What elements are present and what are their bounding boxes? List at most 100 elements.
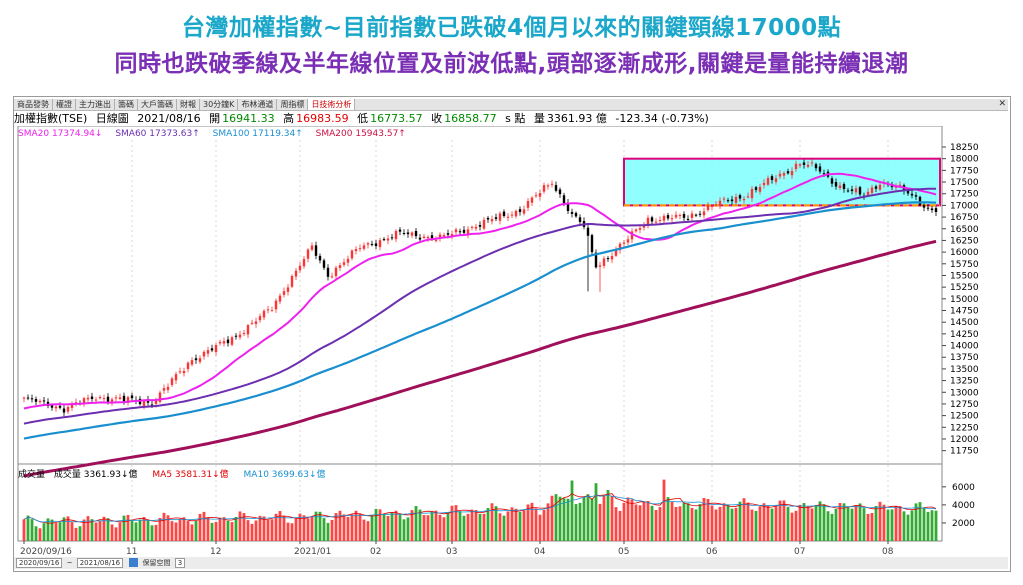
volume-label: 量 [533, 112, 545, 125]
volume-bar [278, 511, 282, 541]
tab-7[interactable]: 30分鐘K [200, 99, 239, 110]
candle-body [286, 287, 290, 292]
open-value: 16941.33 [222, 112, 275, 125]
volume-bar [714, 509, 718, 541]
y-tick-label: 14000 [950, 342, 979, 352]
volume-bar [474, 510, 478, 541]
close-icon[interactable]: ✕ [998, 99, 1006, 109]
volume-bar [218, 517, 222, 541]
volume-bar [910, 510, 914, 541]
volume-bar [126, 514, 130, 541]
candle-body [362, 245, 366, 249]
period-label: 日線圖 [95, 112, 129, 125]
y-tick-label: 13000 [950, 388, 979, 398]
volume-bar [818, 501, 822, 541]
volume-bar [498, 513, 502, 541]
candle-body [542, 185, 546, 192]
volume-bar [342, 514, 346, 541]
tab-1[interactable]: 商品發勢 [14, 99, 53, 110]
volume-bar [854, 505, 858, 541]
candle-body [282, 291, 286, 295]
tab-4[interactable]: 籌碼 [115, 99, 138, 110]
y-tick-label: 12000 [950, 435, 979, 445]
candle-body [470, 226, 474, 228]
volume-bar [438, 514, 442, 541]
candle-body [666, 215, 670, 219]
y-tick-label: 12750 [950, 400, 979, 410]
volume-bar [802, 503, 806, 541]
candle-body [390, 237, 394, 239]
volume-bar [786, 507, 790, 541]
candle-body [246, 325, 250, 335]
volume-bar [506, 511, 510, 541]
candle-body [810, 162, 814, 164]
candle-body [474, 226, 478, 229]
candle-body [250, 322, 254, 324]
candle-body [226, 339, 230, 344]
y-tick-label: 13750 [950, 353, 979, 363]
tab-10[interactable]: 日技術分析 [308, 99, 356, 110]
candle-body [290, 275, 294, 287]
candle-body [70, 403, 74, 408]
end-date-input[interactable]: 2021/08/16 [76, 558, 124, 568]
volume-bar [870, 512, 874, 541]
volume-bar [142, 517, 146, 541]
volume-bar [838, 503, 842, 541]
candle-body [694, 214, 698, 216]
volume-bar [486, 507, 490, 541]
volume-bar [262, 516, 266, 541]
candle-body [218, 341, 222, 344]
volume-bar [274, 513, 278, 541]
volume-bar [482, 513, 486, 541]
candle-body [398, 229, 402, 232]
volume-bar [574, 504, 578, 541]
reserve-space-input[interactable]: 3 [174, 558, 186, 568]
tab-5[interactable]: 大戶籌碼 [138, 99, 177, 110]
tab-6[interactable]: 財報 [177, 99, 200, 110]
volume-bar [206, 517, 210, 541]
candle-body [766, 178, 770, 185]
volume-bar [186, 521, 190, 541]
candle-body [458, 231, 462, 233]
volume-bar [86, 516, 90, 541]
candle-body [310, 245, 314, 250]
volume-bar [770, 508, 774, 541]
volume-ma5: MA5 3581.31↓億 [152, 470, 229, 480]
start-date-input[interactable]: 2020/09/16 [16, 558, 63, 568]
tab-2[interactable]: 權證 [53, 99, 76, 110]
sma100-line [23, 201, 937, 440]
candle-body [570, 212, 574, 214]
volume-bar [78, 526, 82, 541]
candle-body [102, 398, 106, 400]
y-tick-label: 11750 [950, 447, 979, 457]
candle-body [778, 173, 782, 177]
volume-bar [562, 498, 566, 541]
volume-bar [38, 528, 42, 541]
tab-8[interactable]: 布林通道 [238, 99, 278, 110]
volume-bar [174, 522, 178, 541]
candle-body [110, 399, 114, 404]
volume-bar [178, 518, 182, 541]
x-tick-label: 2020/09/16 [20, 547, 72, 557]
candle-body [650, 217, 654, 222]
volume-bar [358, 513, 362, 541]
volume-bar [662, 479, 666, 541]
tab-9[interactable]: 周指標 [277, 99, 309, 110]
y-tick-label: 15750 [950, 260, 979, 270]
volume-bar [650, 505, 654, 541]
volume-bar [418, 509, 422, 541]
candle-body [698, 213, 702, 215]
candle-body [594, 252, 598, 268]
volume-bar [138, 519, 142, 541]
status-bar: 2020/09/16 ~ 2021/08/16 保留空間 3 [14, 557, 1008, 569]
volume-bar [630, 499, 634, 541]
volume-bar [94, 522, 98, 541]
volume-bar [890, 509, 894, 541]
change-value: -123.34 (-0.73%) [615, 112, 709, 125]
candle-body [462, 229, 466, 233]
candle-body [194, 358, 198, 361]
candle-body [710, 206, 714, 208]
go-button[interactable] [129, 558, 139, 567]
tab-3[interactable]: 主力進出 [76, 99, 115, 110]
